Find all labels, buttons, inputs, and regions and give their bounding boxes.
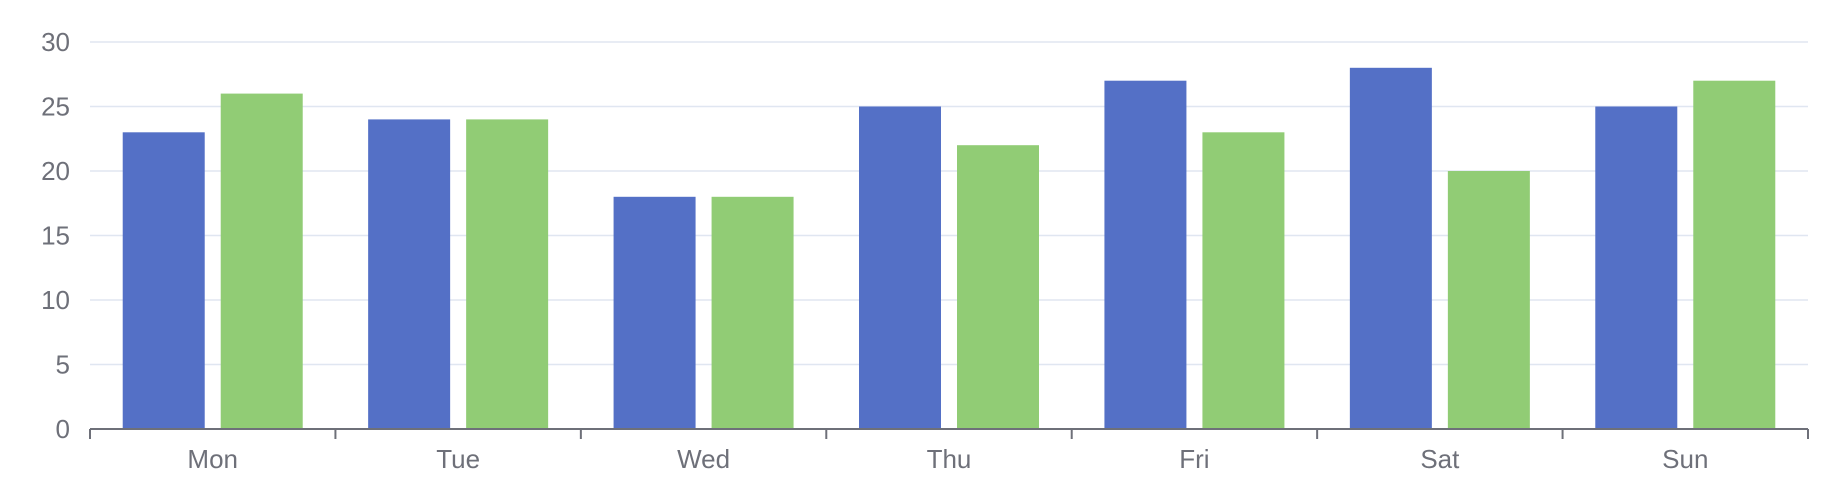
bar-thu-series-1	[859, 106, 941, 429]
bar-mon-series-1	[122, 132, 205, 430]
y-tick-label: 5	[56, 350, 70, 380]
bars	[122, 67, 1776, 430]
y-tick-label: 30	[41, 27, 70, 57]
x-tick-label: Tue	[436, 444, 480, 474]
x-tick-label: Wed	[677, 444, 730, 474]
bar-wed-series-1	[613, 196, 696, 429]
bar-fri-series-1	[1104, 80, 1187, 429]
bar-fri-series-2	[1202, 132, 1285, 430]
bar-sun-series-2	[1693, 80, 1776, 429]
tick-labels: 0 5 10 15 20 25 30 Mon Tue Wed Thu Fri Sat Sun	[41, 27, 1708, 474]
y-tick-label: 0	[56, 414, 70, 444]
x-tick-label: Fri	[1179, 444, 1209, 474]
x-tick-label: Mon	[187, 444, 238, 474]
bar-thu-series-2	[957, 145, 1039, 429]
x-tick-label: Sun	[1662, 444, 1708, 474]
bar-sat-series-1	[1349, 67, 1432, 430]
x-tick-label: Thu	[927, 444, 972, 474]
x-axis	[89, 428, 1809, 439]
bar-tue-series-1	[368, 119, 451, 430]
y-tick-label: 15	[41, 221, 70, 251]
y-tick-label: 10	[41, 285, 70, 315]
y-tick-label: 20	[41, 156, 70, 186]
bar-sun-series-1	[1595, 106, 1678, 429]
bar-tue-series-2	[466, 119, 549, 430]
bar-wed-series-2	[711, 196, 794, 429]
grid-lines	[90, 41, 1808, 366]
bar-sat-series-2	[1447, 171, 1530, 429]
y-tick-label: 25	[41, 92, 70, 122]
x-tick-label: Sat	[1420, 444, 1460, 474]
bar-mon-series-2	[220, 93, 303, 429]
